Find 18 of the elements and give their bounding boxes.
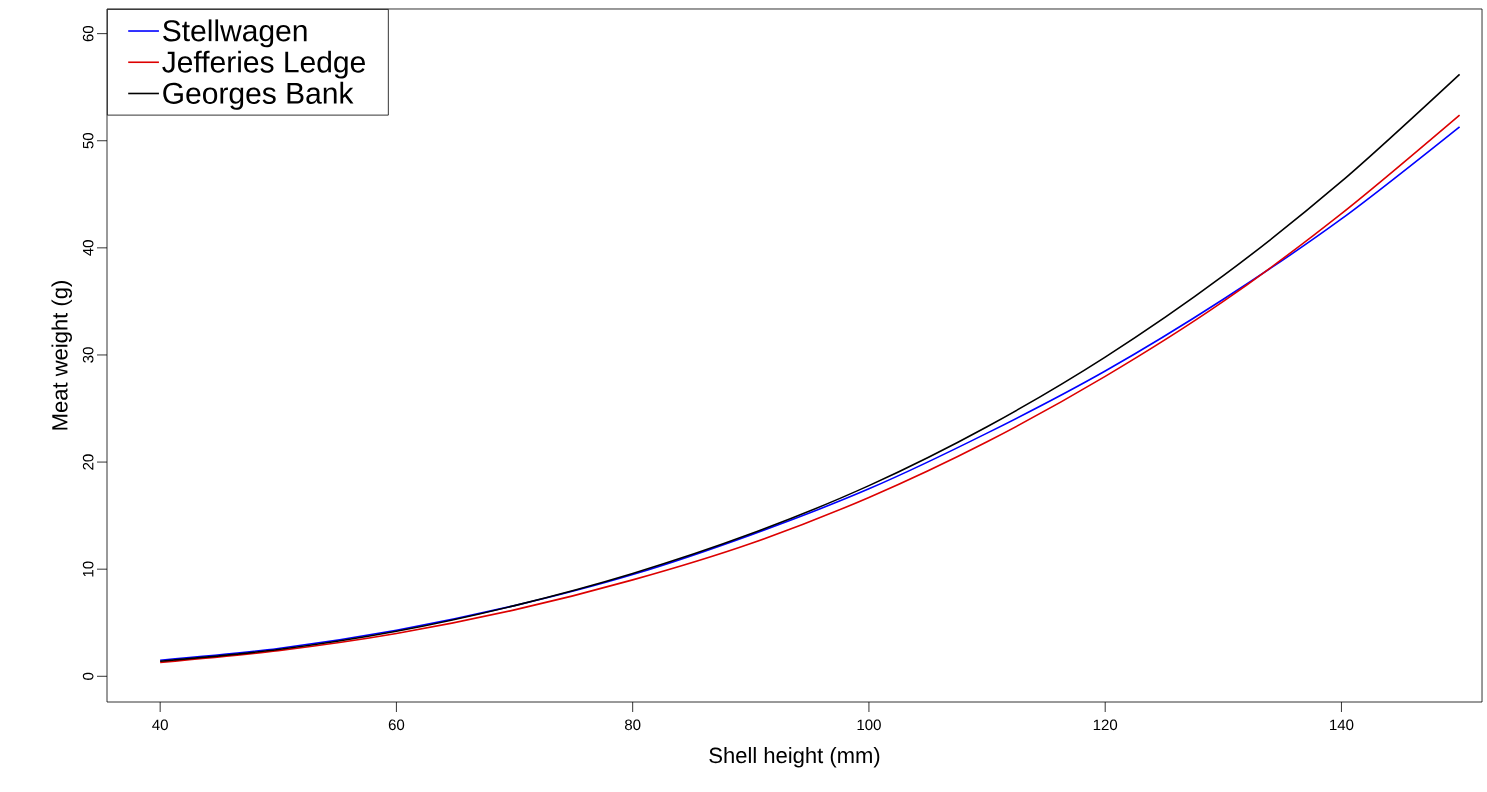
legend-label: Jefferies Ledge	[162, 50, 365, 79]
x-tick-label: 40	[152, 719, 168, 731]
legend-label: Georges Bank	[163, 81, 354, 110]
x-tick-label: 140	[1330, 719, 1354, 731]
legend-label: Stellwagen	[163, 19, 307, 48]
y-tick-label: 10	[82, 561, 94, 577]
x-tick-label: 60	[388, 719, 405, 731]
y-tick-label: 0	[82, 672, 94, 680]
x-axis-title: Shell height (mm)	[709, 747, 880, 768]
x-tick-label: 120	[1093, 719, 1118, 731]
x-tick-label: 80	[624, 719, 641, 731]
x-tick-label: 100	[857, 719, 881, 731]
y-tick-label: 60	[82, 25, 94, 42]
y-tick-label: 50	[82, 133, 94, 149]
y-axis-title: Meat weight (g)	[51, 281, 72, 430]
y-tick-label: 30	[82, 347, 94, 363]
y-tick-label: 20	[82, 454, 94, 470]
y-tick-label: 40	[82, 240, 94, 256]
